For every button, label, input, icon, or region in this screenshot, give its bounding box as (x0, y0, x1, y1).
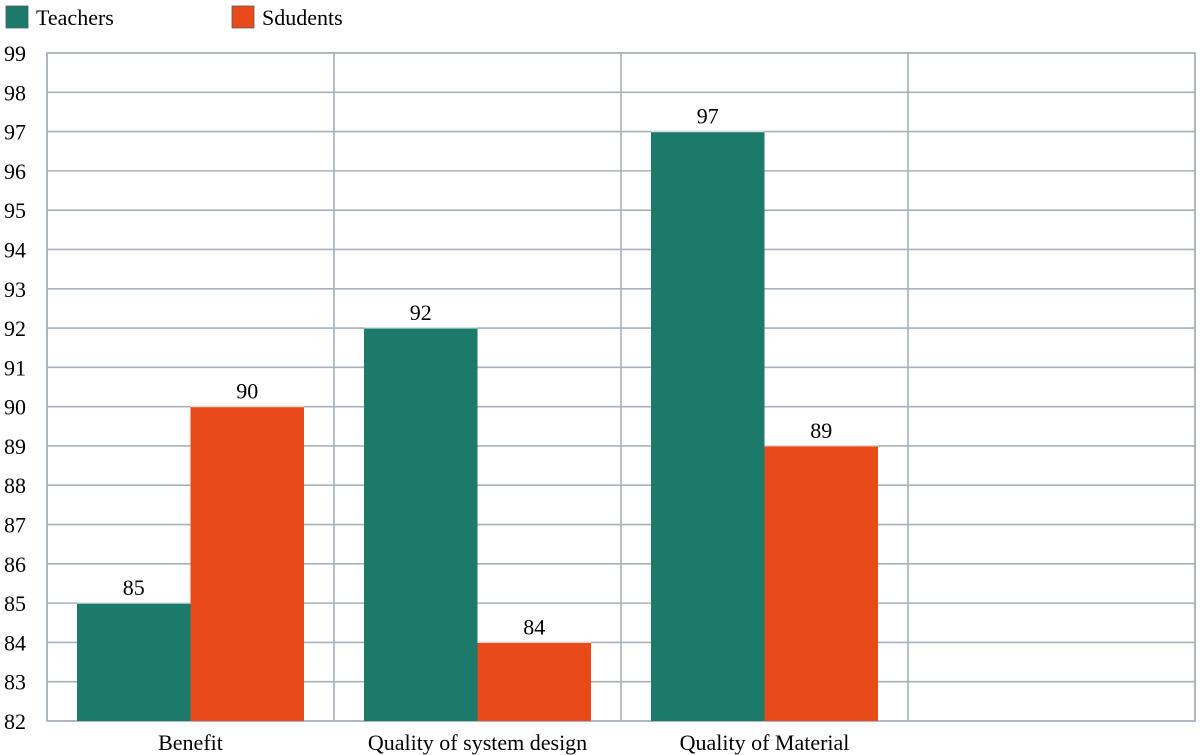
y-tick-label: 89 (4, 434, 26, 459)
y-tick-label: 84 (4, 630, 26, 655)
bar-teachers-0 (77, 603, 191, 721)
x-category-label: Benefit (158, 730, 223, 755)
data-label: 90 (236, 379, 258, 404)
data-labels: 85 90 92 84 97 89 (123, 104, 833, 640)
y-tick-label: 94 (4, 237, 26, 262)
bar-sdudents-2 (764, 445, 878, 721)
legend-label: Sdudents (262, 5, 343, 30)
plot-frame (46, 52, 1196, 722)
y-axis: 82 83 84 85 86 87 88 89 90 91 92 93 94 95 96 97 98 99 (4, 41, 26, 734)
y-tick-label: 88 (4, 473, 26, 498)
data-label: 85 (123, 575, 145, 600)
x-category-label: Quality of Material (680, 730, 850, 755)
bar-sdudents-0 (190, 406, 304, 721)
y-tick-label: 86 (4, 552, 26, 577)
x-axis: Benefit Quality of system design Quality o… (158, 730, 849, 755)
y-tick-label: 92 (4, 316, 26, 341)
y-tick-label: 87 (4, 513, 26, 538)
data-label: 97 (697, 104, 719, 129)
bar-teachers-1 (364, 328, 478, 721)
y-tick-label: 91 (4, 355, 26, 380)
y-tick-label: 99 (4, 41, 26, 66)
y-tick-label: 83 (4, 670, 26, 695)
x-category-label: Quality of system design (368, 730, 587, 755)
y-tick-label: 93 (4, 277, 26, 302)
data-label: 84 (523, 614, 545, 639)
data-label: 92 (410, 300, 432, 325)
bar-teachers-2 (651, 131, 765, 721)
bar-sdudents-1 (477, 642, 591, 721)
y-tick-label: 96 (4, 159, 26, 184)
bars (77, 130, 878, 721)
y-tick-label: 85 (4, 591, 26, 616)
y-tick-label: 82 (4, 709, 26, 734)
y-tick-label: 95 (4, 198, 26, 223)
legend: Teachers Sdudents (5, 5, 343, 30)
y-tick-label: 90 (4, 395, 26, 420)
legend-swatch (5, 5, 29, 29)
data-label: 89 (810, 418, 832, 443)
legend-swatch (231, 5, 255, 29)
y-tick-label: 98 (4, 80, 26, 105)
y-tick-label: 97 (4, 120, 26, 145)
legend-label: Teachers (36, 5, 114, 30)
